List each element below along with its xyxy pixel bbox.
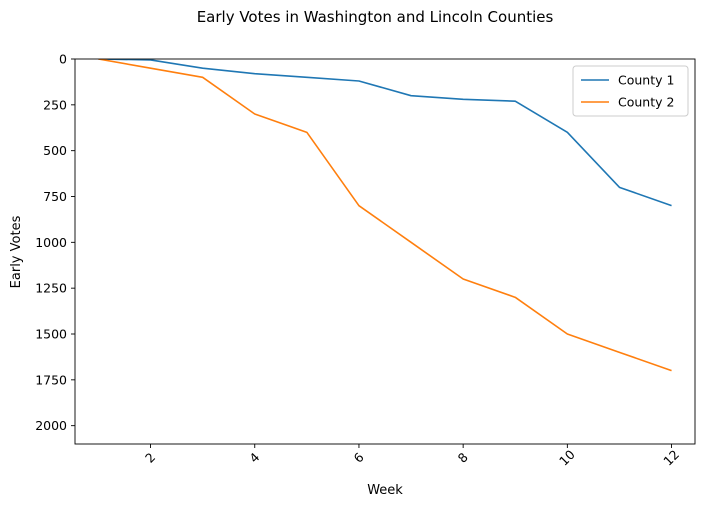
plot-frame (74, 58, 696, 445)
y-tick-label: 1000 (35, 235, 67, 250)
y-axis-label: Early Votes (9, 215, 24, 288)
y-tick-label: 1500 (35, 327, 67, 342)
y-tick-label: 250 (43, 97, 67, 112)
series-line-1 (98, 59, 672, 207)
y-tick-label: 2000 (35, 418, 67, 433)
y-tick-label: 500 (43, 143, 67, 158)
y-tick-label: 750 (43, 189, 67, 204)
series-line-2 (98, 59, 672, 372)
y-tick-label: 0 (59, 52, 67, 67)
legend-label-1: County 1 (618, 73, 674, 88)
legend-box (572, 65, 689, 117)
y-tick-label: 1250 (35, 281, 67, 296)
x-axis-label: Week (367, 483, 403, 498)
legend-label-2: County 2 (618, 95, 674, 110)
chart-title: Early Votes in Washington and Lincoln Co… (197, 8, 554, 26)
y-tick-label: 1750 (35, 372, 67, 387)
